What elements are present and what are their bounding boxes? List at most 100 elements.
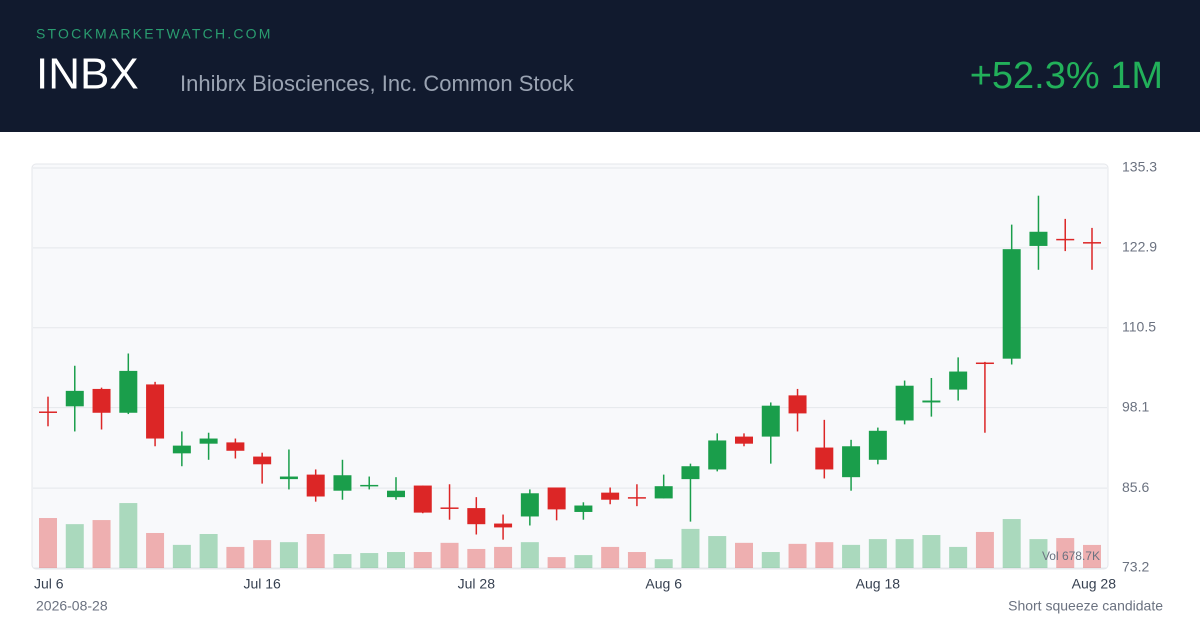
volume-label: Vol 678.7K <box>1042 549 1100 563</box>
volume-bar <box>1056 538 1075 568</box>
x-tick-label: Aug 6 <box>645 576 682 592</box>
volume-bar <box>815 542 834 568</box>
candle-body <box>975 362 994 365</box>
volume-bar <box>413 552 432 568</box>
x-tick-label: Aug 18 <box>856 576 901 592</box>
candle-body <box>520 493 539 517</box>
candle-body <box>306 474 325 497</box>
volume-bar <box>39 518 57 568</box>
candle-body <box>226 442 245 451</box>
x-tick-label: Jul 16 <box>243 576 281 592</box>
candle-body <box>387 490 405 498</box>
volume-bar <box>306 534 325 568</box>
volume-bar <box>949 546 968 568</box>
site: STOCKMARKETWATCH.COM <box>36 26 273 42</box>
volume-bar <box>922 535 941 568</box>
candle-body <box>761 405 780 437</box>
volume-bar <box>520 542 539 568</box>
candle-body <box>253 456 272 465</box>
candle-body <box>895 385 914 421</box>
y-tick-label: 73.2 <box>1122 559 1149 575</box>
volume-bar <box>279 542 298 568</box>
candle-body <box>735 436 753 444</box>
volume-bar <box>654 559 673 568</box>
y-tick-label: 98.1 <box>1122 398 1149 414</box>
ticker: INBX <box>36 50 139 99</box>
volume-bar <box>467 548 486 568</box>
volume-bar <box>842 544 861 568</box>
volume-bar <box>387 552 405 568</box>
candle-body <box>627 497 646 499</box>
candle-body <box>1002 249 1021 359</box>
volume-bar <box>761 552 780 568</box>
candle-body <box>279 476 298 480</box>
candle-body <box>654 486 673 499</box>
candle-body <box>868 430 887 460</box>
y-tick-label: 122.9 <box>1122 239 1157 255</box>
candle-body <box>146 384 165 439</box>
volume-bar <box>735 542 753 568</box>
company-name: Inhibrx Biosciences, Inc. Common Stock <box>180 71 575 96</box>
volume-bar <box>333 554 352 568</box>
candle-body <box>467 508 486 525</box>
footer-note: Short squeeze candidate <box>1008 598 1163 614</box>
candle-body <box>601 492 620 500</box>
volume-bar <box>199 534 218 568</box>
volume-bar <box>574 555 593 568</box>
volume-bar <box>627 552 646 568</box>
volume-bar <box>1083 544 1101 568</box>
candle-body <box>440 507 459 509</box>
volume-bar <box>172 544 191 568</box>
candle-body <box>1029 231 1048 246</box>
candle-body <box>119 370 138 413</box>
volume-bar <box>1029 539 1048 568</box>
volume-bar <box>788 543 807 568</box>
volume-bar <box>708 536 727 568</box>
plot-area <box>31 163 1109 570</box>
volume-bar <box>440 542 459 568</box>
change: +52.3% 1M <box>970 55 1163 97</box>
volume-bar <box>895 539 914 568</box>
x-tick-label: Jul 6 <box>34 576 64 592</box>
volume-bar <box>119 503 138 568</box>
candle-body <box>708 440 727 470</box>
candle-body <box>413 485 432 513</box>
volume-bar <box>1002 519 1021 568</box>
candle-body <box>333 475 352 491</box>
x-tick-label: Jul 28 <box>458 576 496 592</box>
volume-bar <box>601 546 620 568</box>
candle-body <box>788 395 807 414</box>
volume-bar <box>65 524 84 568</box>
header-bg <box>0 0 1200 132</box>
volume-bar <box>226 546 245 568</box>
candle-body <box>65 390 84 407</box>
candle-body <box>574 505 593 512</box>
candle-body <box>815 447 834 470</box>
candle-body <box>842 446 861 478</box>
volume-bar <box>253 540 272 568</box>
volume-bar <box>494 546 513 568</box>
candle-body <box>92 388 111 413</box>
candle-body <box>547 487 566 510</box>
volume-bar <box>92 520 111 568</box>
candle-body <box>1083 242 1101 244</box>
footer-date: 2026-08-28 <box>36 598 108 614</box>
volume-bar <box>868 539 887 568</box>
candle-body <box>922 400 941 403</box>
volume-bar <box>547 557 566 568</box>
y-tick-label: 135.3 <box>1122 159 1157 175</box>
candle-body <box>360 484 379 487</box>
candle-body <box>39 411 57 413</box>
candle-body <box>949 371 968 390</box>
x-tick-label: Aug 28 <box>1072 576 1117 592</box>
candle-body <box>681 466 700 480</box>
y-tick-label: 85.6 <box>1122 479 1149 495</box>
volume-bar <box>975 531 994 568</box>
volume-bar <box>360 553 379 568</box>
candle-body <box>494 523 513 528</box>
candle-body <box>1056 238 1075 241</box>
candle-body <box>199 438 218 444</box>
candle-body <box>172 445 191 454</box>
volume-bar <box>681 528 700 568</box>
